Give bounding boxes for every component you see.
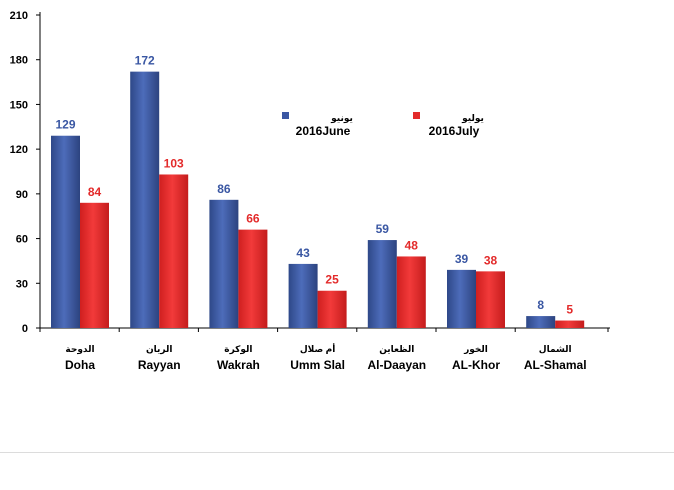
bar-july-wakrah [238, 229, 268, 328]
category-label: Wakrah [217, 358, 260, 372]
data-label: 5 [566, 303, 573, 317]
data-label: 48 [405, 238, 419, 252]
category-label: Rayyan [138, 358, 181, 372]
bar-july-rayyan [159, 174, 189, 328]
axes: 0 30 60 90 120 150 180 210 الدوحة Doha الريان Rayya… [10, 10, 610, 372]
bar-june-al-daayan [367, 240, 397, 328]
category-label: Doha [65, 358, 95, 372]
category-label-ar: أم صلال [300, 343, 336, 355]
bar-july-al-shamal [555, 320, 585, 328]
category-label: AL-Shamal [524, 358, 587, 372]
category-label: Umm Slal [290, 358, 345, 372]
data-label: 66 [246, 212, 260, 226]
bar-july-doha [80, 202, 109, 328]
y-tick-label: 210 [10, 10, 28, 22]
legend-swatch [282, 112, 289, 119]
category-label: AL-Khor [452, 358, 500, 372]
data-label: 59 [376, 222, 390, 236]
data-label: 84 [88, 185, 102, 199]
bottom-divider [0, 452, 674, 453]
category-label-ar: الوكرة [224, 344, 252, 355]
legend-label-ar: يوليو [461, 113, 484, 124]
data-label: 25 [325, 273, 339, 287]
bar-june-al-shamal [526, 316, 556, 328]
data-labels: 129 84 172 103 86 66 43 25 59 48 39 38 8 5 [55, 54, 573, 317]
bar-june-doha [51, 135, 80, 328]
bar-july-al-khor [476, 271, 505, 328]
legend-label: 2016June [296, 124, 351, 138]
bar-june-rayyan [130, 71, 160, 328]
data-label: 86 [217, 182, 231, 196]
y-tick-label: 180 [10, 55, 28, 67]
category-label-ar: الشمال [539, 344, 572, 354]
bar-june-al-khor [447, 269, 476, 328]
data-label: 129 [55, 118, 75, 132]
data-label: 38 [484, 253, 498, 267]
legend-label-ar: يونيو [330, 113, 353, 124]
data-label: 39 [455, 252, 469, 266]
legend-swatch [413, 112, 420, 119]
category-label: Al-Daayan [367, 358, 426, 372]
y-tick-label: 90 [16, 189, 28, 201]
data-label: 103 [164, 156, 184, 170]
bars [51, 71, 585, 328]
category-label-ar: الدوحة [65, 344, 94, 355]
data-label: 172 [135, 54, 155, 68]
category-label-ar: الظعاين [379, 344, 414, 355]
bar-june-wakrah [209, 199, 239, 328]
category-label-ar: الريان [146, 344, 173, 355]
bar-july-umm-slal [317, 290, 347, 328]
bar-july-al-daayan [396, 256, 426, 328]
data-label: 43 [296, 246, 310, 260]
y-tick-label: 30 [16, 278, 28, 290]
data-label: 8 [537, 298, 544, 312]
category-label-ar: الخور [463, 344, 488, 355]
bar-june-umm-slal [288, 263, 318, 328]
y-tick-label: 60 [16, 234, 28, 246]
legend-label: 2016July [429, 124, 480, 138]
y-tick-label: 0 [22, 323, 28, 335]
y-tick-label: 150 [10, 99, 28, 111]
y-tick-label: 120 [10, 144, 28, 156]
